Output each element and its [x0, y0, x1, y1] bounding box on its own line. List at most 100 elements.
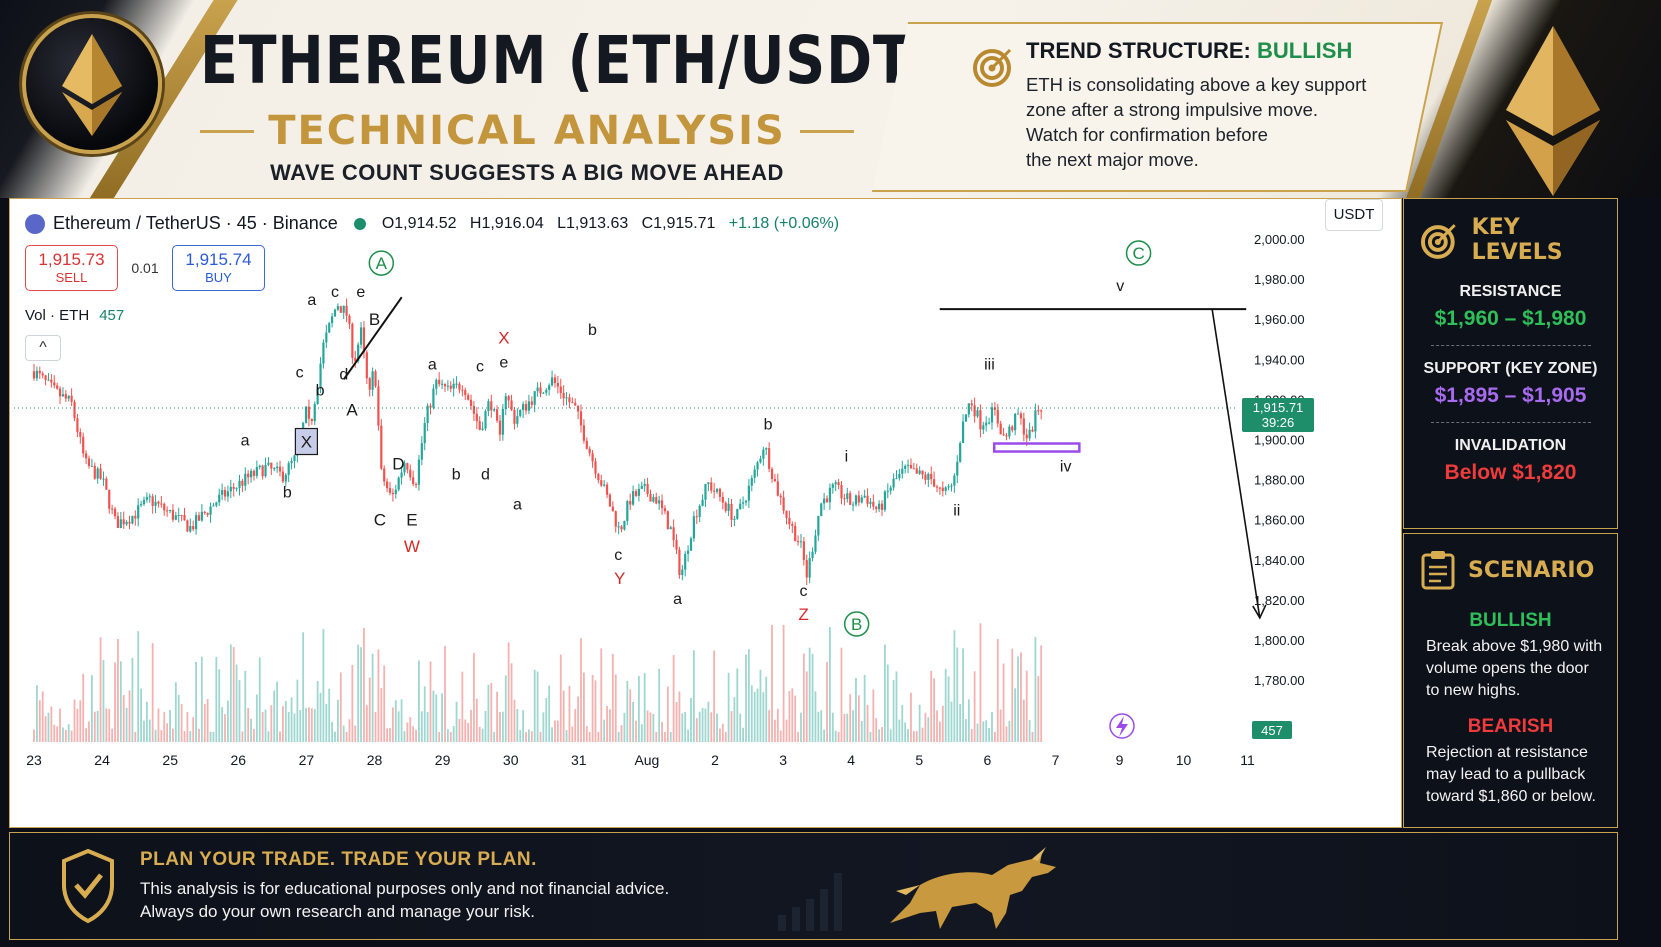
candle-body — [519, 409, 522, 417]
volume-bar — [305, 707, 307, 742]
volume-bar — [733, 697, 736, 742]
volume-bar — [487, 684, 490, 742]
volume-bar — [420, 711, 423, 742]
volume-bar — [212, 731, 215, 742]
candle-body — [218, 494, 221, 503]
volume-bar — [779, 730, 782, 742]
collapse-legend-button[interactable]: ^ — [25, 335, 61, 361]
symbol-name[interactable]: Ethereum / TetherUS · 45 · Binance — [53, 213, 338, 233]
buy-button[interactable]: 1,915.74 BUY — [172, 245, 265, 291]
volume-bar — [710, 712, 713, 742]
volume-bar — [594, 680, 597, 742]
price-chart[interactable]: 2,000.001,980.001,960.001,940.001,920.00… — [10, 199, 1403, 829]
candle-body — [35, 370, 38, 379]
volume-bar — [626, 681, 629, 742]
candle-body — [348, 315, 351, 324]
volume-bar — [988, 728, 991, 742]
volume-bar — [562, 690, 565, 742]
candle-body — [988, 422, 991, 424]
x-tick-label: 3 — [779, 752, 787, 768]
candle-body — [791, 524, 794, 526]
volume-bar — [785, 719, 788, 742]
candle-body — [802, 541, 805, 561]
candle-body — [629, 501, 632, 505]
candle-body — [574, 402, 577, 406]
volume-bar — [794, 695, 797, 742]
candle-body — [814, 535, 817, 552]
volume-bar — [264, 709, 267, 742]
volume-bar — [418, 660, 420, 742]
candle-body — [200, 511, 203, 521]
target-icon — [1420, 224, 1456, 259]
candle-body — [365, 352, 368, 379]
candle-body — [313, 403, 316, 422]
volume-bar — [316, 680, 319, 742]
invalidation-value: Below $1,820 — [1444, 461, 1577, 484]
footer-text: This analysis is for educational purpose… — [140, 877, 669, 923]
candle-body — [933, 479, 936, 487]
volume-bar — [409, 717, 412, 742]
volume-bar — [724, 731, 727, 742]
volume-bar — [403, 731, 406, 742]
volume-bar — [368, 677, 371, 742]
x-tick-label: 9 — [1116, 752, 1124, 768]
trend-desc-line: zone after a strong impulsive move. — [1026, 99, 1319, 120]
sell-button[interactable]: 1,915.73 SELL — [25, 245, 118, 291]
volume-bar — [432, 690, 435, 742]
volume-bar — [296, 679, 299, 742]
candle-body — [458, 383, 461, 390]
wave-label: b — [588, 322, 597, 339]
candle-body — [438, 379, 441, 385]
volume-bar — [771, 624, 773, 742]
volume-bar — [516, 709, 519, 742]
candle-body — [261, 465, 264, 477]
candle-body — [785, 510, 788, 518]
candle-body — [739, 503, 742, 509]
candle-body — [768, 448, 771, 469]
candle-body — [270, 462, 273, 469]
candle-body — [637, 488, 640, 496]
volume-bar — [721, 723, 724, 742]
volume-bar — [881, 727, 883, 742]
candle-body — [304, 406, 308, 423]
volume-bar — [742, 727, 744, 742]
candle-body — [831, 484, 834, 488]
volume-bar — [548, 685, 551, 742]
volume-bar — [695, 718, 698, 742]
volume-bar — [802, 653, 805, 742]
volume-bar — [151, 643, 154, 742]
candle-body — [550, 377, 554, 386]
candle-body — [895, 478, 898, 480]
volume-bar — [400, 699, 403, 742]
candle-body — [96, 468, 99, 479]
volume-bar — [606, 705, 608, 742]
candle-body — [854, 495, 858, 505]
candle-body — [996, 409, 999, 424]
footer-disclaimer: PLAN YOUR TRADE. TRADE YOUR PLAN. This a… — [9, 832, 1618, 940]
candle-body — [157, 501, 160, 504]
volume-bar — [826, 661, 828, 742]
candle-body — [163, 503, 166, 511]
page-subtitle: TECHNICAL ANALYSIS — [268, 108, 786, 154]
candle-body — [536, 387, 539, 392]
candle-body — [990, 407, 994, 423]
volume-bar — [50, 706, 53, 742]
candle-body — [351, 323, 354, 358]
x-axis: 23 24 25 26 27 28 29 30 31 Aug 2 3 4 5 6 7 9 10 11 — [26, 752, 1255, 768]
chart-panel[interactable]: 2,000.001,980.001,960.001,940.001,920.00… — [9, 198, 1402, 828]
candle-body — [498, 420, 502, 435]
volume-bar — [545, 698, 548, 742]
volume-bar — [145, 701, 148, 742]
volume-bar — [481, 728, 484, 742]
candle-body — [1019, 413, 1023, 419]
candle-body — [904, 465, 907, 469]
volume-bar — [985, 720, 988, 742]
candle-body — [851, 504, 855, 506]
volume-bar — [797, 731, 799, 742]
wave-label: B — [369, 310, 380, 329]
volume-bar — [597, 731, 600, 742]
resistance-value: $1,960 – $1,980 — [1434, 307, 1587, 330]
currency-button[interactable]: USDT — [1325, 199, 1383, 231]
candle-body — [99, 468, 102, 479]
candle-body — [805, 560, 808, 578]
